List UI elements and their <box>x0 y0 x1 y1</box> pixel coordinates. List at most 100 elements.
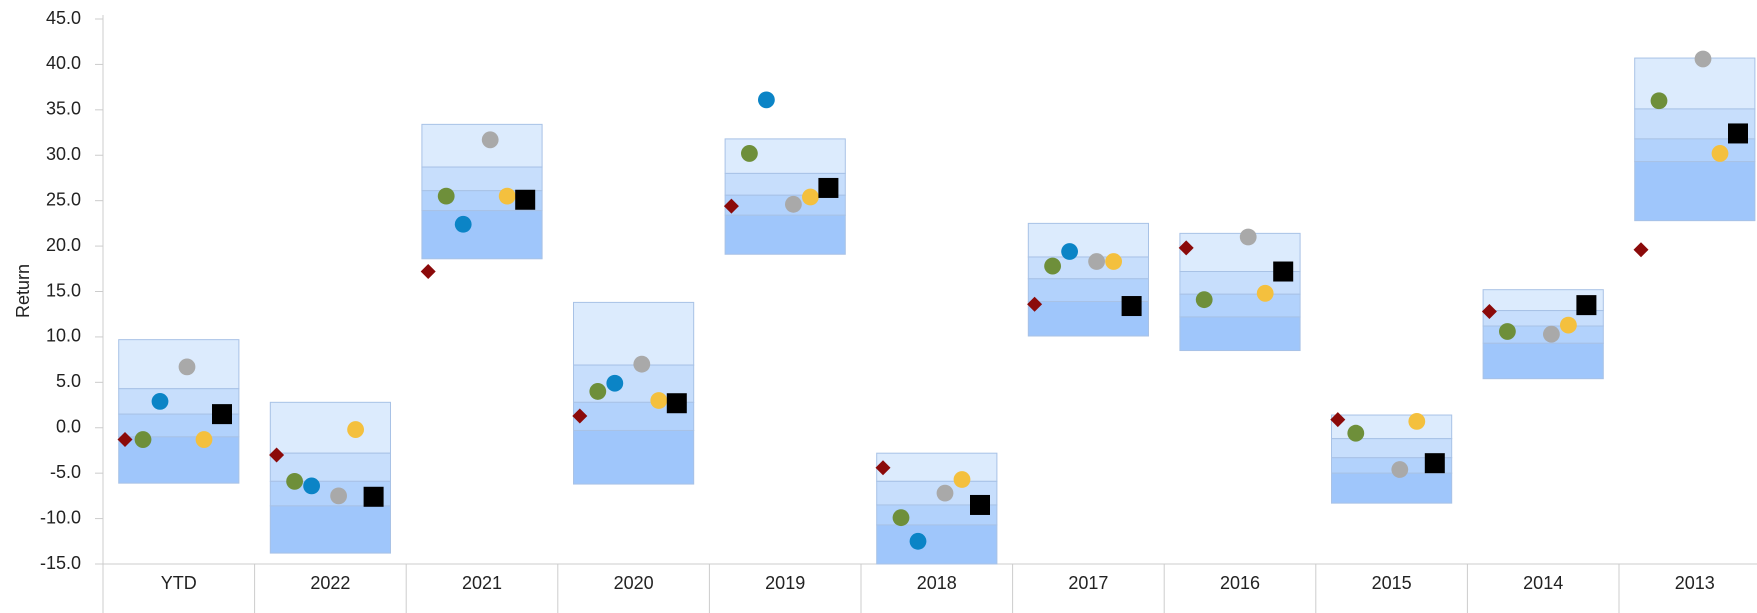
y-tick-label: -10.0 <box>40 507 81 527</box>
percentile-band <box>1634 161 1756 222</box>
marker <box>723 198 739 214</box>
percentile-band <box>1027 222 1150 258</box>
y-tick-label: 0.0 <box>56 417 81 437</box>
marker <box>818 177 839 198</box>
marker <box>151 393 169 410</box>
x-tick-label: 2021 <box>462 573 502 593</box>
marker <box>589 383 607 400</box>
marker <box>1543 325 1560 343</box>
percentile-band <box>421 166 543 192</box>
marker <box>1711 145 1729 162</box>
percentile-band <box>573 301 695 366</box>
percentile-band <box>1179 316 1301 352</box>
percentile-band <box>724 214 846 255</box>
x-tick-label: 2015 <box>1372 573 1412 593</box>
y-tick-label: -5.0 <box>50 462 81 482</box>
marker <box>1560 316 1577 334</box>
y-tick-label: 35.0 <box>46 99 81 119</box>
marker <box>347 421 364 438</box>
marker <box>1728 123 1748 144</box>
marker <box>1088 253 1105 270</box>
x-tick-label: 2022 <box>310 573 350 593</box>
marker <box>741 145 758 162</box>
marker <box>892 509 910 527</box>
y-tick-label: 5.0 <box>56 371 81 391</box>
percentile-band <box>269 505 391 554</box>
marker <box>785 195 802 213</box>
marker <box>1408 412 1426 430</box>
marker <box>909 532 927 550</box>
marker <box>195 431 213 448</box>
marker <box>1105 253 1122 270</box>
marker <box>633 355 651 373</box>
marker <box>1424 453 1445 474</box>
x-tick-label: 2014 <box>1523 573 1563 593</box>
x-tick-label: 2019 <box>765 573 805 593</box>
marker <box>212 404 232 425</box>
marker <box>286 472 303 490</box>
marker <box>1178 240 1194 256</box>
marker <box>1481 303 1497 319</box>
y-tick-label: 30.0 <box>46 144 81 164</box>
marker <box>650 392 668 409</box>
y-axis-label: Return <box>13 264 33 318</box>
marker <box>1650 92 1668 110</box>
marker <box>134 431 152 448</box>
y-tick-label: -15.0 <box>40 553 81 573</box>
marker <box>1273 261 1294 282</box>
marker <box>515 189 536 210</box>
percentile-band <box>573 429 695 485</box>
marker <box>1347 424 1365 442</box>
x-tick-label: 2016 <box>1220 573 1260 593</box>
marker <box>498 187 516 205</box>
marker <box>303 477 320 495</box>
marker <box>758 91 775 109</box>
marker <box>420 264 436 280</box>
y-tick-label: 15.0 <box>46 280 81 300</box>
marker <box>1499 323 1516 340</box>
marker <box>1061 243 1078 260</box>
percentile-band <box>876 524 998 565</box>
marker <box>1121 296 1142 317</box>
marker <box>269 447 285 463</box>
marker <box>970 494 990 515</box>
marker <box>1633 242 1649 258</box>
marker <box>481 131 499 149</box>
marker <box>454 215 472 233</box>
marker <box>953 471 971 488</box>
percentile-band <box>118 339 240 390</box>
marker <box>802 188 819 206</box>
x-tick-label: 2020 <box>614 573 654 593</box>
percentile-band <box>118 388 240 415</box>
marker <box>1694 50 1712 68</box>
marker <box>330 487 347 505</box>
y-tick-label: 20.0 <box>46 235 81 255</box>
percentile-band <box>1482 342 1604 380</box>
marker <box>363 486 384 507</box>
y-tick-label: 25.0 <box>46 189 81 209</box>
marker <box>1239 228 1257 246</box>
marker <box>1195 291 1213 309</box>
x-tick-label: 2017 <box>1068 573 1108 593</box>
marker <box>1330 412 1346 428</box>
marker <box>437 187 455 205</box>
percentile-band <box>1331 472 1453 504</box>
marker <box>117 432 133 448</box>
y-tick-label: 45.0 <box>46 8 81 28</box>
y-tick-label: 10.0 <box>46 326 81 346</box>
marker <box>178 358 196 376</box>
marker <box>1044 257 1061 275</box>
x-tick-label: 2018 <box>917 573 957 593</box>
marker <box>1256 284 1274 302</box>
marker <box>606 374 624 392</box>
marker <box>875 460 891 476</box>
marker <box>1576 295 1597 316</box>
percentile-band <box>421 123 543 168</box>
x-tick-label: 2013 <box>1675 573 1715 593</box>
marker <box>1391 461 1409 478</box>
percentile-band <box>269 401 391 454</box>
percentile-band <box>876 452 998 482</box>
x-tick-label: YTD <box>161 573 197 593</box>
